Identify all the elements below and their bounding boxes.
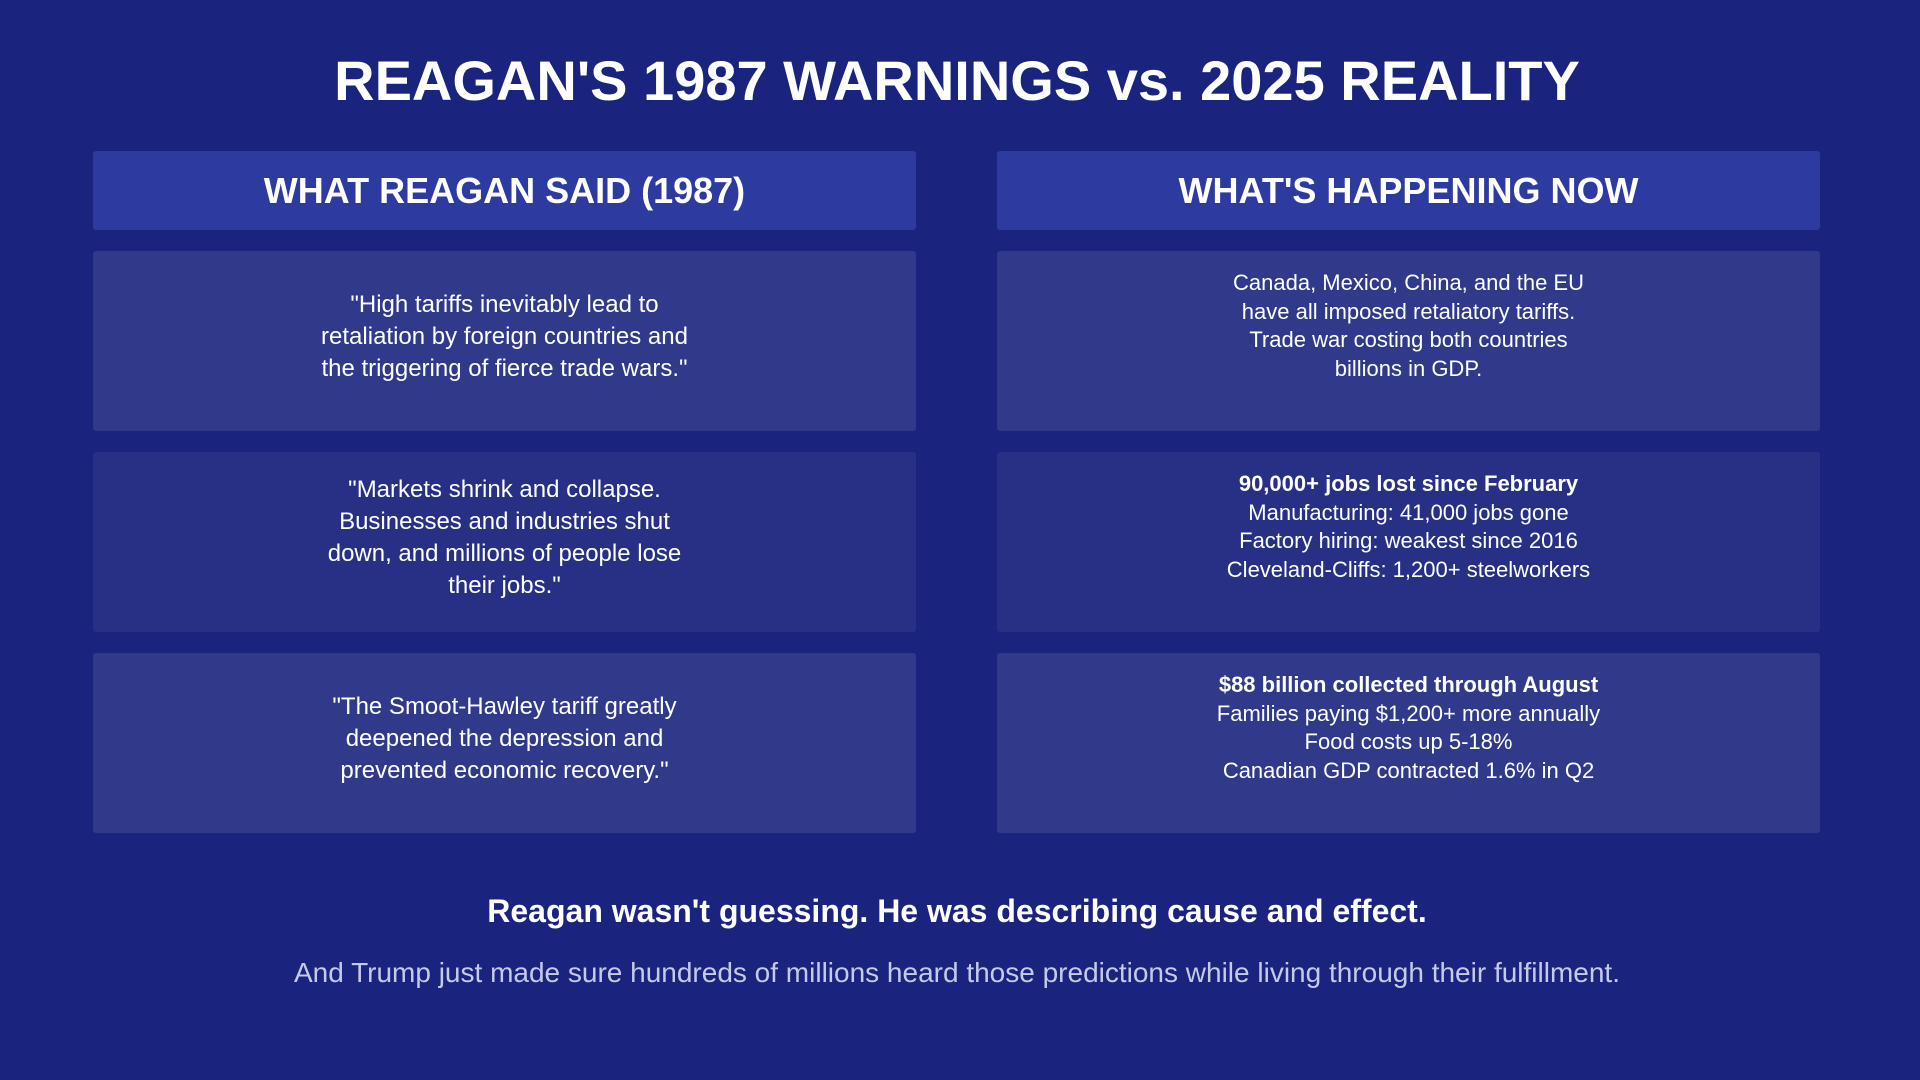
fact-headline: $88 billion collected through August (1218, 672, 1599, 697)
fact-line: Canada, Mexico, China, and the EU (1233, 270, 1584, 295)
fact-line: billions in GDP. (1334, 355, 1483, 381)
reagan-quote-text: "Markets shrink and collapse. Businesses… (327, 476, 682, 599)
fact-line: Manufacturing: 41,000 jobs gone (1248, 499, 1569, 525)
current-fact-card-3: $88 billion collected through August Fam… (997, 653, 1820, 833)
page-title: REAGAN'S 1987 WARNINGS vs. 2025 REALITY (334, 49, 1580, 112)
current-fact-card-2: 90,000+ jobs lost since February Manufac… (997, 452, 1820, 632)
fact-line: Families paying $1,200+ more annually (1216, 700, 1601, 726)
fact-line: Trade war costing both countries (1249, 327, 1568, 352)
fact-line: Factory hiring: weakest since 2016 (1239, 528, 1578, 553)
reagan-quote-card-3: "The Smoot-Hawley tariff greatly deepene… (93, 653, 916, 833)
reagan-quote-text: "High tariffs inevitably lead to retalia… (321, 291, 688, 382)
reagan-quote-text: "The Smoot-Hawley tariff greatly deepene… (332, 693, 677, 784)
happening-now-header: WHAT'S HAPPENING NOW (997, 151, 1820, 230)
current-fact-card-1: Canada, Mexico, China, and the EU have a… (997, 251, 1820, 431)
subconclusion-text: And Trump just made sure hundreds of mil… (293, 957, 1620, 988)
fact-headline: 90,000+ jobs lost since February (1238, 471, 1579, 496)
reagan-said-header: WHAT REAGAN SAID (1987) (93, 151, 916, 230)
reagan-quote-card-2: "Markets shrink and collapse. Businesses… (93, 452, 916, 632)
conclusion-text: Reagan wasn't guessing. He was describin… (487, 893, 1427, 929)
fact-line: have all imposed retaliatory tariffs. (1241, 298, 1576, 324)
reagan-quote-card-1: "High tariffs inevitably lead to retalia… (93, 251, 916, 431)
fact-line: Cleveland-Cliffs: 1,200+ steelworkers (1226, 556, 1591, 582)
fact-line: Canadian GDP contracted 1.6% in Q2 (1222, 757, 1595, 783)
fact-line: Food costs up 5-18% (1304, 729, 1513, 754)
